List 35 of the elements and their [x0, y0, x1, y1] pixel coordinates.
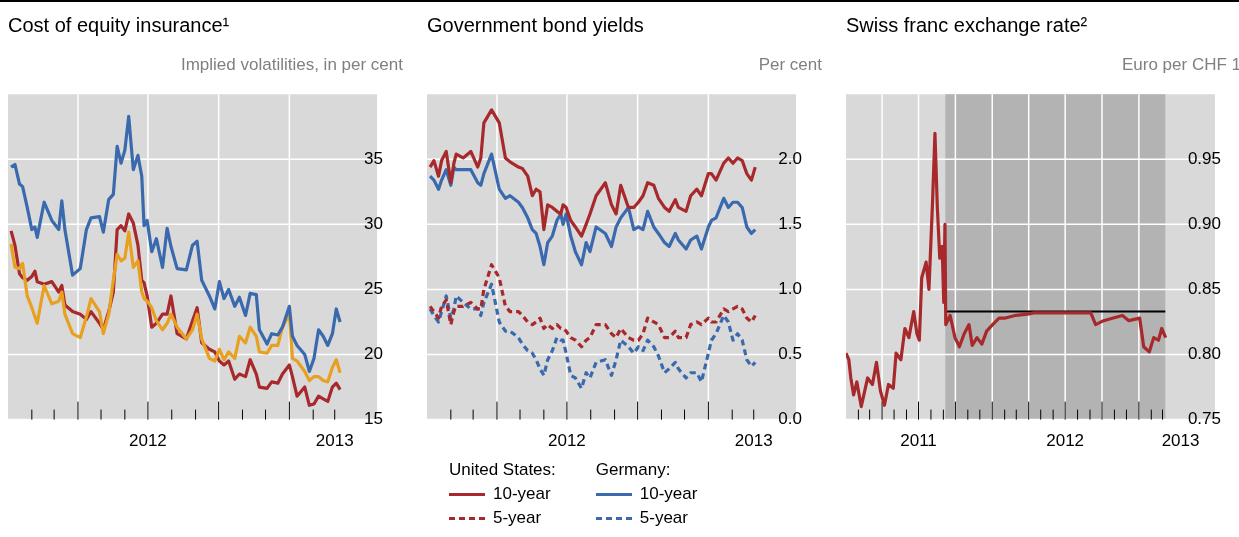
legend-label: 5-year	[639, 508, 688, 527]
x-tick-label: 2012	[1046, 431, 1085, 451]
chart-title: Cost of equity insurance¹	[8, 14, 230, 37]
chart-title: Swiss franc exchange rate²	[846, 14, 1088, 37]
chart-subtitle: Implied volatilities, in per cent	[180, 55, 403, 75]
legend-label: 10-year	[493, 484, 551, 503]
x-tick-label: 2012	[129, 431, 167, 451]
y-tick-label: 1.0	[778, 279, 802, 299]
y-tick-label: 0.85	[1187, 279, 1221, 299]
y-tick-label: 0.90	[1187, 214, 1221, 234]
y-tick-label: 0.75	[1187, 409, 1221, 429]
text: Germany:	[595, 459, 672, 481]
x-tick-label: 2012	[548, 431, 586, 451]
x-tick-label: 2013	[315, 431, 354, 451]
x-tick-label: 2013	[1161, 431, 1200, 451]
y-tick-label: 15	[364, 409, 383, 429]
x-tick-label: 2011	[900, 431, 937, 451]
y-tick-label: 25	[364, 279, 383, 299]
chart-subtitle: Per cent	[758, 55, 822, 75]
y-tick-label: 30	[364, 214, 383, 234]
legend-label: 5-year	[493, 508, 542, 527]
y-tick-label: 1.5	[778, 214, 802, 234]
y-tick-label: 0.0	[778, 409, 802, 429]
x-tick-label: 2013	[734, 431, 773, 451]
y-tick-label: 0.5	[778, 344, 802, 364]
y-tick-label: 2.0	[778, 148, 802, 168]
y-tick-label: 20	[364, 344, 383, 364]
y-tick-label: 0.95	[1187, 148, 1221, 168]
y-tick-label: 0.80	[1187, 344, 1221, 364]
line-series	[428, 282, 757, 390]
legend-label: 10-year	[639, 484, 698, 503]
chart-title: Government bond yields	[427, 14, 644, 37]
y-tick-label: 35	[364, 148, 383, 168]
text: United States:	[449, 459, 556, 481]
line-series	[428, 263, 757, 349]
